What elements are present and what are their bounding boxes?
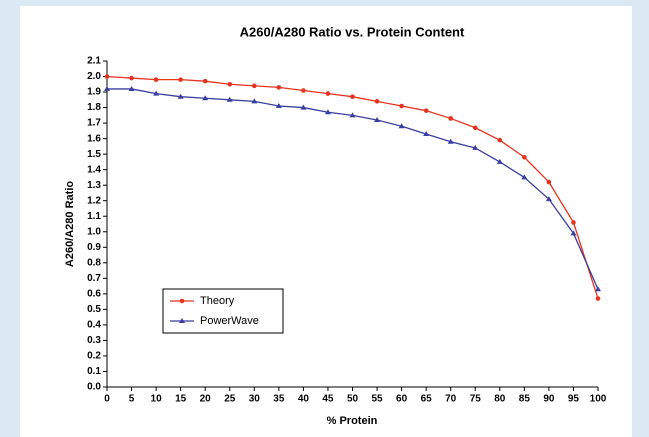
x-tick-label: 90 — [543, 394, 555, 405]
data-point — [177, 93, 184, 99]
data-point — [472, 125, 478, 131]
data-point — [275, 103, 282, 109]
data-point — [276, 85, 282, 90]
y-tick-label: 0.6 — [87, 288, 101, 299]
x-tick-label: 75 — [470, 394, 482, 405]
data-point — [374, 99, 380, 104]
x-axis-label: % Protein — [327, 415, 378, 427]
data-point — [374, 116, 381, 122]
data-point — [202, 78, 208, 84]
x-tick-label: 85 — [519, 394, 531, 405]
data-point — [448, 116, 454, 121]
y-tick-label: 1.0 — [87, 226, 101, 237]
y-tick-label: 2.0 — [87, 71, 101, 82]
x-tick-label: 30 — [249, 394, 261, 405]
data-point — [349, 112, 356, 118]
x-tick-label: 10 — [151, 394, 163, 405]
y-tick-label: 0.4 — [87, 320, 101, 331]
x-tick-label: 80 — [494, 394, 506, 405]
data-point — [324, 109, 331, 115]
y-tick-label: 0.2 — [87, 351, 101, 362]
x-tick-label: 95 — [568, 394, 580, 405]
data-point — [497, 137, 503, 143]
x-tick-label: 0 — [104, 394, 110, 405]
y-tick-label: 1.8 — [87, 102, 101, 113]
data-point — [570, 230, 577, 236]
data-point — [104, 85, 110, 91]
x-tick-label: 65 — [421, 394, 433, 405]
legend-marker — [179, 318, 185, 323]
data-point — [595, 296, 601, 301]
legend-box — [162, 288, 284, 334]
y-tick-label: 0.0 — [87, 382, 101, 393]
data-point — [521, 174, 528, 180]
y-tick-label: 2.1 — [87, 56, 101, 67]
data-point — [325, 91, 331, 96]
data-point — [472, 144, 479, 150]
data-point — [226, 96, 233, 102]
x-tick-label: 25 — [224, 394, 236, 405]
data-point — [129, 75, 134, 81]
x-tick-label: 70 — [445, 394, 457, 405]
data-point — [423, 108, 429, 113]
data-point — [202, 95, 209, 101]
x-tick-label: 20 — [200, 394, 212, 405]
data-point — [252, 83, 257, 89]
legend-label: PowerWave — [200, 315, 259, 327]
data-point — [104, 74, 110, 79]
data-point — [301, 88, 306, 93]
y-tick-label: 0.3 — [87, 335, 101, 346]
data-point — [227, 81, 233, 87]
data-point — [300, 104, 307, 110]
data-point — [350, 94, 355, 100]
data-point — [399, 103, 404, 109]
x-tick-label: 55 — [371, 394, 383, 405]
x-tick-label: 5 — [129, 394, 135, 405]
data-point — [447, 138, 454, 144]
data-point — [546, 179, 552, 185]
data-point — [545, 196, 552, 202]
y-tick-label: 1.4 — [87, 164, 101, 175]
y-axis-label: A260/A280 Ratio — [64, 181, 76, 267]
legend-marker — [179, 298, 185, 304]
y-tick-label: 0.7 — [87, 273, 101, 284]
data-point — [496, 158, 503, 164]
chart-title: A260/A280 Ratio vs. Protein Content — [240, 24, 465, 39]
y-tick-label: 1.7 — [87, 118, 101, 129]
x-tick-label: 35 — [273, 394, 285, 405]
y-tick-label: 0.5 — [87, 304, 101, 315]
y-tick-label: 1.9 — [87, 87, 101, 98]
data-point — [128, 85, 135, 91]
x-tick-label: 45 — [322, 394, 334, 405]
y-tick-label: 0.8 — [87, 257, 101, 268]
data-point — [178, 77, 183, 82]
data-point — [571, 220, 576, 225]
data-point — [153, 77, 159, 82]
y-tick-label: 0.1 — [87, 366, 101, 377]
y-tick-label: 1.2 — [87, 195, 101, 206]
data-point — [398, 123, 405, 129]
data-point — [595, 286, 601, 292]
x-tick-label: 100 — [590, 394, 607, 405]
y-tick-label: 1.5 — [87, 149, 101, 160]
x-tick-label: 15 — [175, 394, 187, 405]
y-tick-label: 0.9 — [87, 242, 101, 253]
data-point — [423, 130, 430, 136]
data-point — [522, 154, 527, 160]
y-tick-label: 1.1 — [87, 211, 101, 222]
data-point — [251, 98, 258, 104]
x-tick-label: 50 — [347, 394, 359, 405]
x-tick-label: 40 — [298, 394, 310, 405]
data-point — [153, 90, 160, 96]
y-tick-label: 1.3 — [87, 180, 101, 191]
x-tick-label: 60 — [396, 394, 408, 405]
panel — [20, 6, 632, 437]
legend-label: Theory — [200, 295, 235, 307]
y-tick-label: 1.6 — [87, 133, 101, 144]
